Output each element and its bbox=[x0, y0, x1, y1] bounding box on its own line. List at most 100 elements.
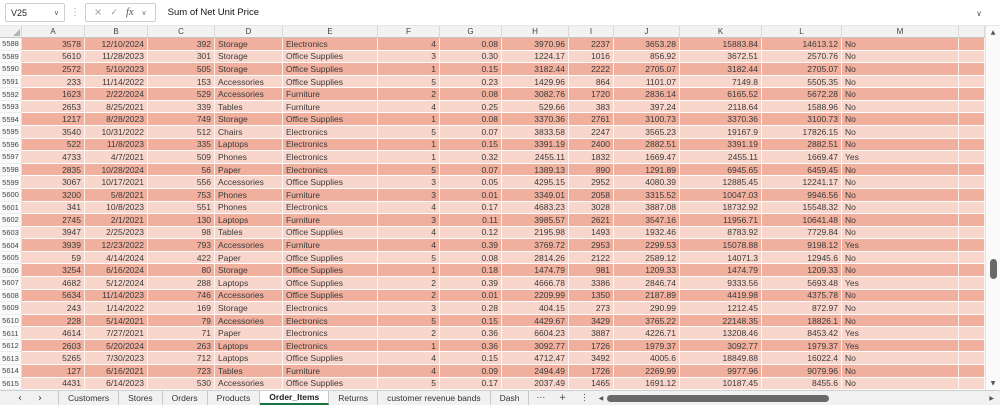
row-header[interactable]: 5606 bbox=[0, 264, 22, 277]
add-sheet-button[interactable]: + bbox=[558, 393, 567, 403]
cell[interactable]: No bbox=[842, 365, 959, 378]
cell[interactable]: 7/30/2023 bbox=[85, 352, 148, 366]
cell[interactable]: No bbox=[842, 88, 959, 101]
cell[interactable]: 872.97 bbox=[762, 302, 842, 315]
cell[interactable]: Laptops bbox=[215, 214, 283, 227]
cell[interactable]: Storage bbox=[215, 63, 283, 76]
cell[interactable] bbox=[959, 377, 985, 391]
cell[interactable]: 4 bbox=[378, 365, 440, 378]
column-header-D[interactable]: D bbox=[215, 26, 283, 37]
cell[interactable]: 2572 bbox=[22, 63, 85, 76]
cell[interactable]: 3653.28 bbox=[614, 38, 680, 51]
cell[interactable]: No bbox=[842, 251, 959, 265]
cell[interactable]: 273 bbox=[569, 302, 614, 315]
row-header[interactable]: 5601 bbox=[0, 201, 22, 215]
cell[interactable]: 2494.49 bbox=[502, 365, 569, 378]
cell[interactable]: Yes bbox=[842, 151, 959, 164]
cell[interactable]: 1350 bbox=[569, 289, 614, 303]
cell[interactable]: 551 bbox=[148, 201, 215, 215]
cell[interactable]: 4666.78 bbox=[502, 276, 569, 290]
cell[interactable]: 5265 bbox=[22, 352, 85, 366]
cell[interactable]: 1429.96 bbox=[502, 75, 569, 89]
cell[interactable]: Storage bbox=[215, 38, 283, 51]
cell[interactable]: 6459.45 bbox=[762, 163, 842, 177]
cell[interactable]: 3985.57 bbox=[502, 214, 569, 227]
cell[interactable]: 4 bbox=[378, 352, 440, 366]
cell[interactable]: 22148.35 bbox=[680, 314, 762, 328]
row-header[interactable]: 5595 bbox=[0, 126, 22, 139]
cell[interactable]: Accessories bbox=[215, 176, 283, 189]
cell[interactable]: 3182.44 bbox=[680, 63, 762, 76]
cell[interactable]: Electronics bbox=[283, 138, 378, 152]
cell[interactable]: Yes bbox=[842, 239, 959, 252]
cell[interactable]: 12945.6 bbox=[762, 251, 842, 265]
cell[interactable]: No bbox=[842, 113, 959, 127]
cell[interactable]: 0.15 bbox=[440, 138, 502, 152]
row-header[interactable]: 5609 bbox=[0, 302, 22, 315]
cell[interactable]: 5 bbox=[378, 75, 440, 89]
cell[interactable]: 8453.42 bbox=[762, 327, 842, 340]
column-header-I[interactable]: I bbox=[569, 26, 614, 37]
cell[interactable]: 4 bbox=[378, 100, 440, 114]
cell[interactable]: 0.01 bbox=[440, 188, 502, 202]
cell[interactable]: 2761 bbox=[569, 113, 614, 127]
cell[interactable]: 243 bbox=[22, 302, 85, 315]
cell[interactable]: 0.36 bbox=[440, 339, 502, 353]
cell[interactable]: No bbox=[842, 50, 959, 64]
cell[interactable]: 9079.96 bbox=[762, 365, 842, 378]
cell[interactable]: 509 bbox=[148, 151, 215, 164]
cell[interactable]: 10/28/2024 bbox=[85, 163, 148, 177]
cell[interactable] bbox=[959, 100, 985, 114]
cell[interactable]: 2953 bbox=[569, 239, 614, 252]
cell[interactable]: 153 bbox=[148, 75, 215, 89]
cell[interactable]: Accessories bbox=[215, 314, 283, 328]
cell[interactable]: 0.09 bbox=[440, 365, 502, 378]
cell[interactable]: 5672.28 bbox=[762, 88, 842, 101]
cell[interactable]: 0.17 bbox=[440, 377, 502, 391]
cell[interactable]: 2122 bbox=[569, 251, 614, 265]
cell[interactable]: 2745 bbox=[22, 214, 85, 227]
cell[interactable]: 2882.51 bbox=[762, 138, 842, 152]
sheet-tab-customers[interactable]: Customers bbox=[58, 391, 120, 405]
cell[interactable]: 16022.4 bbox=[762, 352, 842, 366]
cell[interactable]: 1474.79 bbox=[680, 264, 762, 277]
cell[interactable]: 1669.47 bbox=[614, 151, 680, 164]
cell[interactable]: Furniture bbox=[283, 188, 378, 202]
cell[interactable]: 3939 bbox=[22, 239, 85, 252]
cell[interactable] bbox=[959, 151, 985, 164]
cell[interactable]: 556 bbox=[148, 176, 215, 189]
cell[interactable]: 4 bbox=[378, 201, 440, 215]
cell[interactable]: 1669.47 bbox=[762, 151, 842, 164]
cell[interactable]: 0.05 bbox=[440, 176, 502, 189]
cell[interactable]: 11/14/2023 bbox=[85, 289, 148, 303]
cell[interactable]: 1726 bbox=[569, 365, 614, 378]
cell[interactable]: Yes bbox=[842, 276, 959, 290]
cell[interactable]: 2952 bbox=[569, 176, 614, 189]
cell[interactable]: Laptops bbox=[215, 276, 283, 290]
sheet-tab-orders[interactable]: Orders bbox=[163, 391, 208, 405]
cell[interactable]: 4 bbox=[378, 226, 440, 240]
column-header-K[interactable]: K bbox=[680, 26, 762, 37]
column-header-B[interactable]: B bbox=[85, 26, 148, 37]
cell[interactable]: 749 bbox=[148, 113, 215, 127]
cell[interactable]: 6/16/2021 bbox=[85, 365, 148, 378]
cell[interactable]: 0.08 bbox=[440, 88, 502, 101]
cell[interactable]: 4614 bbox=[22, 327, 85, 340]
row-header[interactable]: 5604 bbox=[0, 239, 22, 252]
cell[interactable]: Furniture bbox=[283, 239, 378, 252]
cell[interactable]: 1465 bbox=[569, 377, 614, 391]
more-tabs-icon[interactable]: ⋯ bbox=[536, 393, 545, 403]
cell[interactable]: 3092.77 bbox=[502, 339, 569, 353]
cell[interactable]: 3 bbox=[378, 50, 440, 64]
insert-function-icon[interactable]: fx bbox=[125, 7, 134, 18]
cell[interactable]: 3 bbox=[378, 214, 440, 227]
cell[interactable]: 3028 bbox=[569, 201, 614, 215]
cell[interactable]: 3092.77 bbox=[680, 339, 762, 353]
cell[interactable]: No bbox=[842, 201, 959, 215]
cell[interactable]: 1588.96 bbox=[762, 100, 842, 114]
cell[interactable]: 3 bbox=[378, 302, 440, 315]
cell[interactable] bbox=[959, 226, 985, 240]
row-header[interactable]: 5588 bbox=[0, 38, 22, 51]
cell[interactable]: 2195.98 bbox=[502, 226, 569, 240]
cell[interactable]: Yes bbox=[842, 327, 959, 340]
